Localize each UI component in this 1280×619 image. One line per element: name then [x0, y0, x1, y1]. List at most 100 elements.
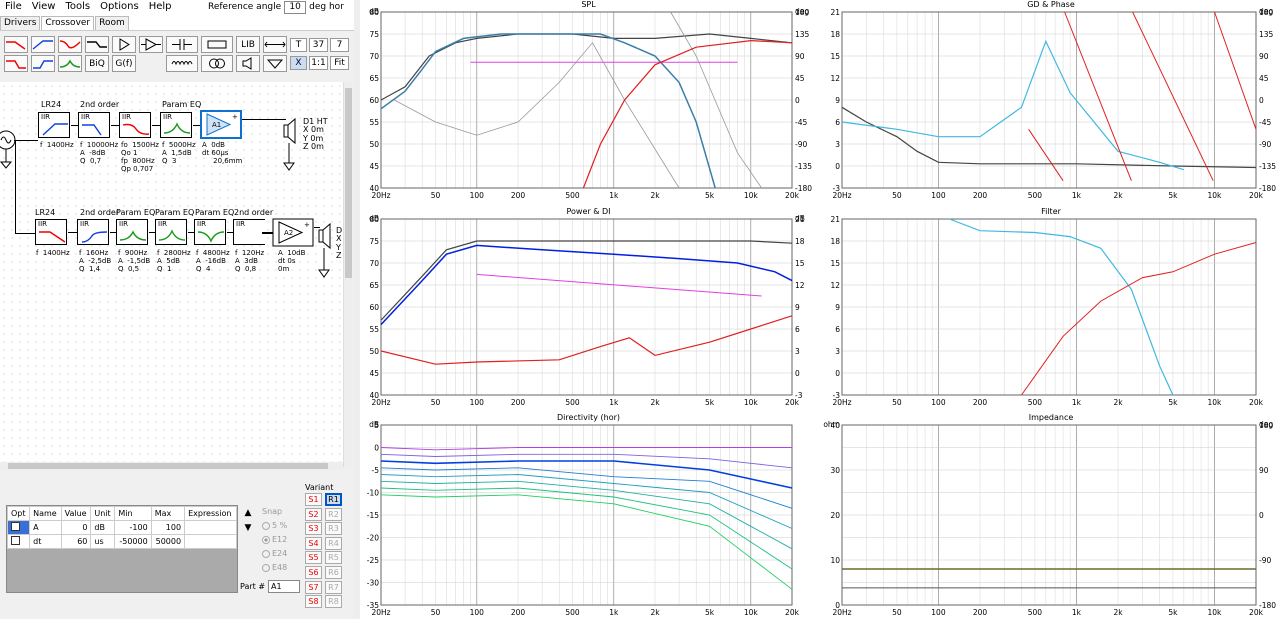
- filter-graph[interactable]: Filter 21 18 15 12 9 6 3 0 -3 20Hz 50 100 200 500 1k 2k 5…: [822, 207, 1280, 409]
- impedance-graph[interactable]: Impedance 40 180 30 90 20 0 10 -90 0 -180 20Hz 50 100…: [822, 413, 1280, 619]
- x-tick-label: 100: [931, 191, 946, 200]
- panel-splitter[interactable]: [354, 0, 360, 619]
- param-max[interactable]: 100: [150, 520, 186, 535]
- snap-option-e24[interactable]: E24: [262, 547, 287, 561]
- param-expression[interactable]: [184, 520, 237, 535]
- shelf-button[interactable]: [85, 36, 109, 53]
- filter-block-param-eq[interactable]: IIR: [160, 112, 192, 138]
- menu-options[interactable]: Options: [100, 1, 139, 12]
- param-value[interactable]: 0: [60, 520, 92, 535]
- amplifier-a1[interactable]: A1 +: [200, 110, 242, 140]
- biq-button[interactable]: BiQ: [85, 55, 109, 72]
- directivity-graph[interactable]: Directivity (hor) 5 0 -5 -10 -15 -20 -25 -30 -35 2…: [361, 413, 816, 619]
- tab-room[interactable]: Room: [95, 16, 129, 30]
- param-expression[interactable]: [184, 534, 237, 549]
- link-button[interactable]: [263, 36, 287, 53]
- transformer-button[interactable]: [201, 55, 233, 72]
- menu-tools[interactable]: Tools: [65, 1, 91, 12]
- filter-block-2nd-order[interactable]: IIR: [77, 219, 109, 245]
- play-icon[interactable]: [112, 36, 136, 53]
- part-number-input[interactable]: A1: [268, 580, 301, 593]
- y-unit-label: ohm: [823, 420, 840, 429]
- variant-s7-button[interactable]: S7: [305, 580, 322, 594]
- snap-option-5pct[interactable]: 5 %: [262, 519, 287, 533]
- filter-block-lr24[interactable]: IIR: [38, 112, 70, 138]
- scroll-thumb[interactable]: [8, 463, 328, 469]
- variant-r1-button[interactable]: R1: [325, 493, 342, 506]
- lowpass-button[interactable]: [4, 36, 28, 53]
- variant-r7-button[interactable]: R7: [325, 580, 342, 594]
- x-button[interactable]: X: [290, 56, 307, 70]
- filter-block-param-eq[interactable]: IIR: [194, 219, 226, 245]
- tab-drivers[interactable]: Drivers: [0, 16, 41, 30]
- opt-checkbox[interactable]: [11, 522, 20, 531]
- variant-r4-button[interactable]: R4: [325, 536, 342, 550]
- filter-block-2nd-order[interactable]: IIR: [78, 112, 110, 138]
- variant-s6-button[interactable]: S6: [305, 566, 322, 579]
- peq-button[interactable]: [58, 55, 82, 72]
- filter-block-2nd-order[interactable]: IIR: [233, 219, 265, 245]
- variant-r5-button[interactable]: R5: [325, 551, 342, 565]
- gf-button[interactable]: G(f): [112, 55, 136, 72]
- menu-bar: File View Tools Options Help: [0, 0, 355, 14]
- driver-d2-icon[interactable]: [316, 222, 332, 282]
- fit-button[interactable]: Fit: [330, 56, 349, 70]
- param-value[interactable]: 60: [60, 534, 92, 549]
- crossover-canvas[interactable]: LR24 IIR f 1400Hz 2nd order IIR f 10000H…: [0, 82, 343, 462]
- canvas-vertical-scrollbar[interactable]: [343, 82, 352, 467]
- t-button[interactable]: T: [290, 38, 307, 52]
- move-down-icon[interactable]: ▼: [244, 522, 252, 533]
- power-di-graph[interactable]: Power & DI 80 21 75 18 70 15 65 12 60 9 55 6 50 3 45 0 40…: [361, 207, 816, 409]
- snap-option-e12[interactable]: E12: [262, 533, 287, 547]
- variant-r8-button[interactable]: R8: [325, 595, 342, 609]
- value-7-field[interactable]: 7: [330, 38, 349, 52]
- table-row[interactable]: dt 60 us -50000 50000: [6, 534, 237, 549]
- variant-s2-button[interactable]: S2: [305, 507, 322, 521]
- ground-icon[interactable]: [263, 55, 287, 72]
- amplifier-a2[interactable]: A2 +: [272, 218, 314, 248]
- gd-phase-graph[interactable]: GD & Phase 21 180 18 135 15 90 12 45 9 0 6 -45 3 -90 0-…: [822, 0, 1280, 202]
- y-tick-label: -35: [367, 601, 379, 610]
- source-icon[interactable]: [0, 122, 20, 172]
- amplifier-button[interactable]: [139, 36, 163, 53]
- highpass2-button[interactable]: [31, 55, 55, 72]
- canvas-horizontal-scrollbar[interactable]: [0, 462, 343, 470]
- variant-r2-button[interactable]: R2: [325, 507, 342, 521]
- scroll-thumb[interactable]: [345, 88, 352, 278]
- filter-block-notch[interactable]: IIR: [119, 112, 151, 138]
- speaker-icon[interactable]: [236, 55, 260, 72]
- snap-option-e48[interactable]: E48: [262, 561, 287, 575]
- variant-s4-button[interactable]: S4: [305, 536, 322, 550]
- menu-help[interactable]: Help: [148, 1, 172, 12]
- move-up-icon[interactable]: ▲: [244, 507, 252, 518]
- variant-s3-button[interactable]: S3: [305, 522, 322, 536]
- opt-checkbox[interactable]: [11, 536, 20, 545]
- param-max[interactable]: 50000: [150, 534, 186, 549]
- variant-r3-button[interactable]: R3: [325, 522, 342, 536]
- driver-d1-icon[interactable]: [283, 112, 297, 172]
- spl-graph[interactable]: SPL 80 180 75 135 70 90 65 45 60 0 55 -45 50 -90 45 -135…: [361, 0, 816, 202]
- reference-angle-input[interactable]: [284, 0, 307, 14]
- menu-file[interactable]: File: [5, 1, 22, 12]
- ratio-button[interactable]: 1:1: [309, 56, 328, 70]
- variant-r6-button[interactable]: R6: [325, 566, 342, 579]
- capacitor-button[interactable]: [166, 36, 198, 53]
- menu-view[interactable]: View: [31, 1, 56, 12]
- filter-block-param-eq[interactable]: IIR: [116, 219, 148, 245]
- filter-block-lr24[interactable]: IIR: [35, 219, 67, 245]
- inductor-button[interactable]: [166, 55, 198, 72]
- variant-s8-button[interactable]: S8: [305, 595, 322, 609]
- value-37-field[interactable]: 37: [309, 38, 328, 52]
- table-row[interactable]: A 0 dB -100 100: [6, 520, 237, 535]
- variant-s1-button[interactable]: S1: [305, 493, 322, 506]
- highpass-button[interactable]: [31, 36, 55, 53]
- filter-block-param-eq[interactable]: IIR: [155, 219, 187, 245]
- lowpass2-button[interactable]: [4, 55, 28, 72]
- param-min[interactable]: -50000: [114, 534, 152, 549]
- resistor-button[interactable]: [201, 36, 233, 53]
- tab-crossover[interactable]: Crossover: [41, 16, 95, 30]
- variant-s5-button[interactable]: S5: [305, 551, 322, 565]
- param-min[interactable]: -100: [114, 520, 152, 535]
- lib-button[interactable]: LIB: [236, 36, 260, 53]
- bandpass-button[interactable]: [58, 36, 82, 53]
